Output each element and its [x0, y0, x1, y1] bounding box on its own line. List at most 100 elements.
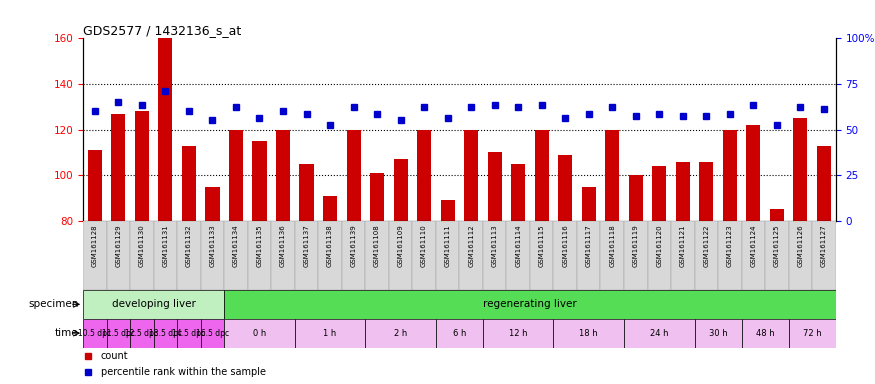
Text: count: count	[101, 351, 129, 361]
Bar	[83, 319, 107, 348]
Bar	[624, 221, 648, 290]
Bar	[107, 319, 130, 348]
Bar	[107, 221, 130, 290]
Text: 10.5 dpc: 10.5 dpc	[79, 329, 111, 338]
Text: GSM161136: GSM161136	[280, 224, 286, 267]
Text: 0 h: 0 h	[253, 329, 266, 338]
Bar	[558, 155, 572, 221]
Text: GSM161128: GSM161128	[92, 224, 98, 267]
Text: GSM161127: GSM161127	[821, 224, 827, 267]
Bar	[342, 221, 366, 290]
Text: percentile rank within the sample: percentile rank within the sample	[101, 367, 266, 377]
Bar	[629, 175, 643, 221]
Bar	[177, 221, 200, 290]
Bar	[276, 129, 290, 221]
Text: GSM161135: GSM161135	[256, 224, 262, 267]
Text: 24 h: 24 h	[650, 329, 668, 338]
Text: GSM161130: GSM161130	[139, 224, 145, 267]
Bar	[111, 114, 125, 221]
Bar	[464, 129, 479, 221]
Text: 18 h: 18 h	[579, 329, 598, 338]
Bar	[388, 221, 412, 290]
Text: GSM161117: GSM161117	[585, 224, 592, 267]
Text: GSM161134: GSM161134	[233, 224, 239, 267]
Text: 30 h: 30 h	[709, 329, 727, 338]
Bar	[271, 221, 295, 290]
Bar	[483, 319, 554, 348]
Bar	[459, 221, 483, 290]
Bar	[742, 221, 765, 290]
Bar	[229, 129, 243, 221]
Bar	[417, 129, 431, 221]
Bar	[412, 221, 436, 290]
Text: GSM161133: GSM161133	[209, 224, 215, 267]
Bar	[370, 173, 384, 221]
Text: GDS2577 / 1432136_s_at: GDS2577 / 1432136_s_at	[83, 24, 242, 37]
Bar	[323, 196, 337, 221]
Text: 72 h: 72 h	[802, 329, 822, 338]
Text: GSM161126: GSM161126	[797, 224, 803, 267]
Bar	[154, 221, 177, 290]
Text: 16.5 dpc: 16.5 dpc	[196, 329, 229, 338]
Bar	[483, 221, 507, 290]
Bar	[507, 221, 530, 290]
Bar	[346, 129, 360, 221]
Bar	[130, 319, 154, 348]
Bar	[746, 125, 760, 221]
Text: GSM161114: GSM161114	[515, 224, 522, 267]
Bar	[253, 141, 267, 221]
Bar	[83, 221, 107, 290]
Bar	[770, 209, 784, 221]
Text: time: time	[55, 328, 79, 338]
Bar	[182, 146, 196, 221]
Bar	[200, 319, 224, 348]
Bar	[554, 319, 624, 348]
Bar	[318, 221, 342, 290]
Bar	[671, 221, 695, 290]
Text: 11.5 dpc: 11.5 dpc	[102, 329, 135, 338]
Text: GSM161118: GSM161118	[609, 224, 615, 267]
Text: GSM161111: GSM161111	[444, 224, 451, 267]
Bar	[582, 187, 596, 221]
Bar	[788, 221, 812, 290]
Bar	[130, 221, 154, 290]
Text: 12.5 dpc: 12.5 dpc	[125, 329, 158, 338]
Text: GSM161121: GSM161121	[680, 224, 686, 267]
Text: GSM161137: GSM161137	[304, 224, 310, 267]
Bar	[436, 221, 459, 290]
Bar	[699, 162, 713, 221]
Bar	[723, 129, 737, 221]
Text: regenerating liver: regenerating liver	[483, 299, 577, 310]
Text: GSM161138: GSM161138	[327, 224, 333, 267]
Bar	[436, 319, 483, 348]
Bar	[765, 221, 788, 290]
Bar	[135, 111, 149, 221]
Text: specimen: specimen	[28, 299, 79, 310]
Bar	[648, 221, 671, 290]
Bar	[487, 152, 501, 221]
Text: GSM161124: GSM161124	[751, 224, 756, 267]
Bar	[577, 221, 600, 290]
Text: 12 h: 12 h	[509, 329, 528, 338]
Bar	[817, 146, 831, 221]
Bar	[224, 290, 836, 319]
Text: 6 h: 6 h	[452, 329, 466, 338]
Bar	[606, 129, 620, 221]
Bar	[206, 187, 220, 221]
Bar	[794, 118, 808, 221]
Bar	[441, 200, 455, 221]
Text: GSM161122: GSM161122	[704, 224, 710, 267]
Text: 1 h: 1 h	[324, 329, 337, 338]
Text: 2 h: 2 h	[394, 329, 407, 338]
Text: GSM161112: GSM161112	[468, 224, 474, 267]
Bar	[88, 150, 102, 221]
Text: GSM161115: GSM161115	[539, 224, 544, 267]
Bar	[695, 221, 718, 290]
Text: GSM161109: GSM161109	[397, 224, 403, 267]
Text: 14.5 dpc: 14.5 dpc	[172, 329, 206, 338]
Bar	[394, 159, 408, 221]
Bar	[695, 319, 742, 348]
Text: GSM161116: GSM161116	[563, 224, 568, 267]
Text: GSM161131: GSM161131	[163, 224, 168, 267]
Bar	[158, 38, 172, 221]
